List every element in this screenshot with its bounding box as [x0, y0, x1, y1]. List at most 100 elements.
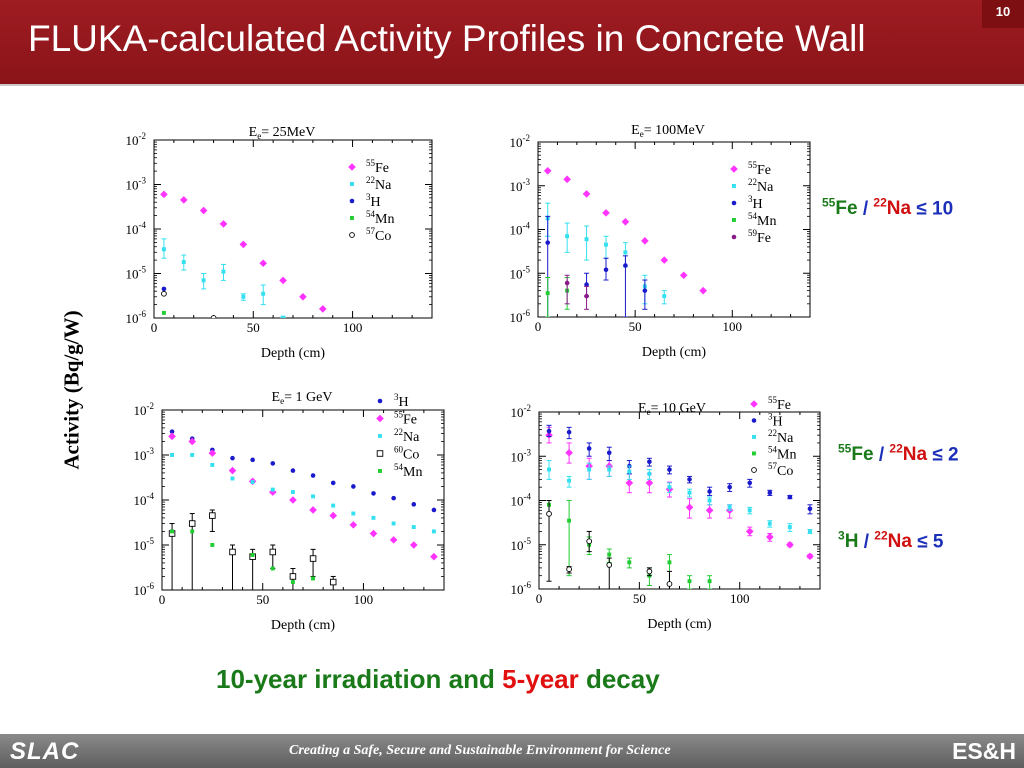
data-point	[269, 548, 277, 556]
data-point	[289, 573, 297, 580]
legend-label: 54Mn	[768, 445, 796, 463]
x-tick-label: 100	[354, 592, 374, 607]
y-tick-label: 10-6	[126, 309, 147, 326]
data-point	[747, 508, 752, 513]
data-point	[169, 429, 175, 434]
x-axis-label: Depth (cm)	[271, 618, 335, 633]
legend-marker	[350, 182, 354, 186]
data-point	[289, 496, 297, 504]
data-point	[161, 286, 167, 292]
data-point	[270, 487, 275, 492]
data-point	[201, 278, 206, 283]
y-tick-label: 10-2	[126, 131, 147, 148]
legend-marker	[732, 184, 736, 188]
chart-title: Ee= 10 GeV	[638, 401, 706, 417]
series-55fe	[168, 432, 438, 561]
legend-label: 3H	[768, 412, 783, 430]
irradiation-caption: 10-year irradiation and 5-year decay	[216, 664, 660, 694]
data-point	[786, 540, 794, 549]
data-point	[349, 521, 358, 529]
x-tick-label: 0	[151, 320, 158, 335]
esh-logo: ES&H	[952, 738, 1016, 764]
plot-frame	[538, 411, 821, 590]
x-tick-label: 0	[536, 591, 543, 606]
legend-marker	[751, 418, 757, 423]
data-point	[230, 455, 235, 461]
data-point	[767, 521, 772, 526]
footer-tagline: Creating a Safe, Secure and Sustainable …	[289, 743, 671, 758]
series-55fe	[545, 426, 814, 561]
y-tick-label: 10-4	[510, 221, 531, 238]
data-point	[161, 247, 166, 252]
data-point	[625, 479, 634, 487]
data-point	[391, 521, 396, 526]
data-point	[707, 579, 712, 584]
legend-marker	[378, 469, 382, 473]
data-point	[210, 543, 215, 547]
y-tick-label: 10-2	[510, 133, 531, 150]
data-point	[179, 196, 188, 204]
data-point	[318, 305, 327, 313]
legend-marker	[350, 216, 354, 220]
data-point	[281, 316, 285, 318]
legend-marker	[349, 198, 355, 204]
legend-marker	[731, 200, 737, 206]
data-point	[586, 446, 592, 451]
data-point	[290, 490, 295, 494]
legend-label: 54Mn	[394, 462, 422, 480]
data-point	[563, 175, 571, 184]
legend-label: 60Co	[394, 445, 419, 463]
data-point	[371, 515, 376, 520]
data-point	[411, 525, 416, 530]
x-tick-label: 100	[730, 591, 750, 606]
data-point	[310, 473, 316, 478]
data-point	[707, 489, 712, 494]
legend-label: 3H	[394, 392, 409, 410]
series-55fe	[543, 166, 707, 295]
slide-title: FLUKA-calculated Activity Profiles in Co…	[28, 18, 866, 59]
data-point	[584, 282, 589, 287]
x-tick-label: 0	[159, 592, 166, 607]
x-tick-label: 50	[256, 592, 269, 607]
data-point	[241, 294, 246, 299]
data-point	[210, 315, 217, 318]
ratio-h-na: 3H / 22Na ≤ 5	[838, 529, 944, 553]
chart-panel-2: Ee= 100MeV 10-6 10-5 10-4 10-3 10-2 0 50 100 Dept…	[510, 123, 811, 360]
data-point	[161, 310, 166, 315]
x-axis-label: Depth (cm)	[647, 617, 711, 632]
chart-title: Ee= 1 GeV	[272, 390, 333, 406]
data-point	[261, 291, 266, 296]
data-point	[431, 529, 436, 534]
data-layer	[168, 429, 438, 590]
data-point	[230, 476, 235, 481]
x-tick-label: 0	[535, 319, 542, 334]
data-point	[627, 469, 632, 474]
data-point	[259, 259, 268, 268]
legend-marker	[751, 467, 757, 473]
data-point	[667, 560, 672, 565]
data-point	[787, 525, 792, 530]
data-point	[666, 581, 673, 587]
data-point	[279, 276, 287, 285]
data-point	[268, 488, 277, 496]
legend-marker	[378, 434, 382, 438]
data-point	[168, 432, 176, 441]
ratio-fe-na-1: 55Fe / 22Na ≤ 10	[822, 196, 954, 220]
y-tick-label: 10-3	[511, 447, 532, 464]
legend-marker	[732, 218, 736, 222]
slide-number: 10	[982, 0, 1024, 28]
plot-frame	[537, 141, 811, 318]
chart-panels: Ee= 25MeV 10-6 10-5 10-4 10-3 10-2 0 50 100 Depth…	[126, 123, 821, 633]
y-tick-label: 10-5	[511, 536, 532, 553]
data-point	[687, 490, 692, 495]
data-point	[646, 568, 653, 575]
legend-label: 22Na	[748, 177, 774, 195]
legend-label: 22Na	[394, 427, 420, 445]
data-point	[170, 453, 174, 457]
y-tick-label: 10-2	[511, 403, 532, 420]
y-tick-label: 10-5	[134, 536, 155, 553]
data-point	[787, 494, 793, 500]
data-point	[351, 511, 356, 516]
series-57co	[546, 500, 673, 589]
y-tick-label: 10-3	[510, 177, 531, 194]
